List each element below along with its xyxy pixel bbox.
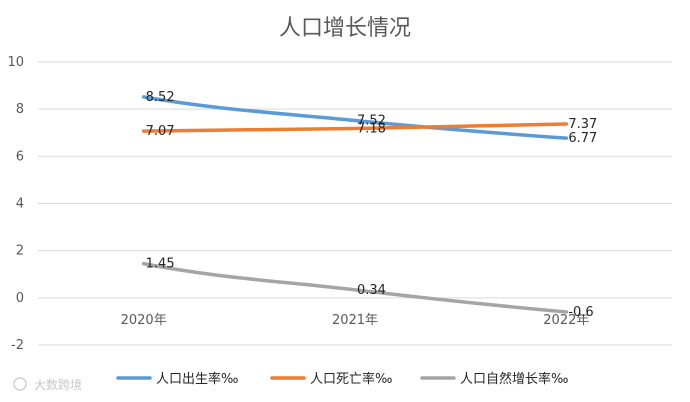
- x-tick-label: 2020年: [121, 313, 167, 328]
- x-tick-label: 2021年: [332, 313, 378, 328]
- y-axis-ticks: -2 0 2 4 6 8 10: [7, 55, 24, 353]
- watermark-text: 大数跨境: [34, 377, 82, 392]
- watermark: 大数跨境: [13, 377, 82, 392]
- data-label: 7.07: [146, 124, 175, 139]
- gridlines: [38, 61, 672, 346]
- data-label: -0.6: [568, 305, 593, 320]
- data-label: 7.52: [357, 113, 386, 128]
- legend-label: 人口自然增长率‰: [460, 371, 568, 387]
- data-label: 0.34: [357, 283, 386, 298]
- y-tick-label: 2: [16, 244, 24, 259]
- y-tick-label: 8: [16, 102, 24, 117]
- data-labels: 8.52 7.52 6.77 7.07 7.18 7.37 1.45 0.34 -0.6: [146, 90, 598, 320]
- y-tick-label: 6: [16, 149, 24, 164]
- data-label: 6.77: [568, 131, 597, 146]
- legend: 人口出生率‰ 人口死亡率‰ 人口自然增长率‰: [116, 371, 568, 387]
- x-axis-ticks: 2020年 2021年 2022年: [121, 313, 590, 328]
- chart-title: 人口增长情况: [279, 16, 411, 41]
- legend-label: 人口死亡率‰: [310, 371, 392, 387]
- y-tick-label: 10: [7, 55, 24, 70]
- x-tick-label: 2022年: [543, 313, 589, 328]
- y-tick-label: -2: [11, 338, 24, 353]
- y-tick-label: 4: [16, 197, 24, 212]
- data-label: 7.18: [357, 122, 386, 137]
- legend-label: 人口出生率‰: [156, 371, 238, 387]
- series-line-1: [141, 122, 569, 133]
- data-label: 8.52: [146, 90, 175, 105]
- data-label: 1.45: [146, 257, 175, 272]
- series-layer: [141, 95, 569, 314]
- series-line-2: [141, 261, 569, 314]
- y-tick-label: 0: [16, 291, 24, 306]
- data-label: 7.37: [568, 117, 597, 132]
- series-line-0: [141, 95, 569, 140]
- watermark-logo-icon: [13, 377, 27, 391]
